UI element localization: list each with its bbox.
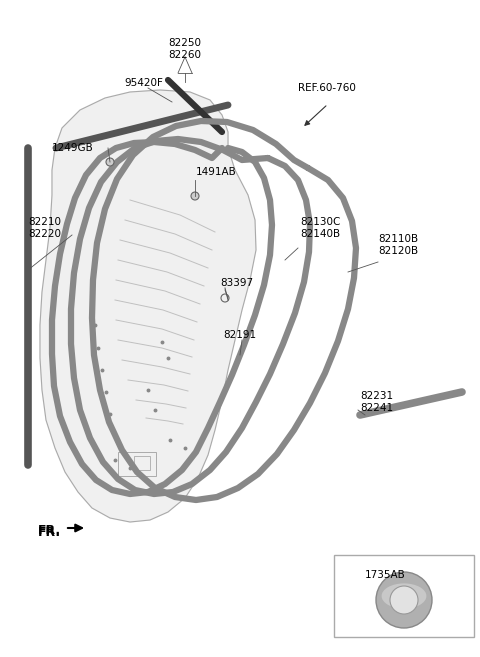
Text: 83397: 83397 (220, 278, 253, 288)
Text: 82191: 82191 (223, 330, 256, 340)
Text: 82130C
82140B: 82130C 82140B (300, 217, 340, 238)
Text: 95420F: 95420F (124, 78, 163, 88)
Bar (334, 555, 474, 637)
Text: FR.: FR. (38, 524, 61, 537)
Text: 1249GB: 1249GB (52, 143, 94, 153)
Text: 82210
82220: 82210 82220 (28, 217, 61, 238)
Circle shape (376, 572, 432, 628)
Circle shape (106, 158, 114, 166)
Text: FR.: FR. (38, 526, 61, 539)
Circle shape (191, 192, 199, 200)
Text: 82250
82260: 82250 82260 (168, 38, 202, 60)
Bar (134, 456, 150, 470)
Ellipse shape (382, 583, 426, 608)
Text: 82231
82241: 82231 82241 (360, 391, 393, 413)
Circle shape (390, 586, 418, 614)
Bar (118, 452, 156, 476)
Text: REF.60-760: REF.60-760 (298, 83, 356, 93)
Polygon shape (40, 90, 256, 522)
Text: 82110B
82120B: 82110B 82120B (378, 234, 418, 256)
Text: 1735AB: 1735AB (365, 570, 406, 580)
Text: 1491AB: 1491AB (196, 167, 237, 177)
